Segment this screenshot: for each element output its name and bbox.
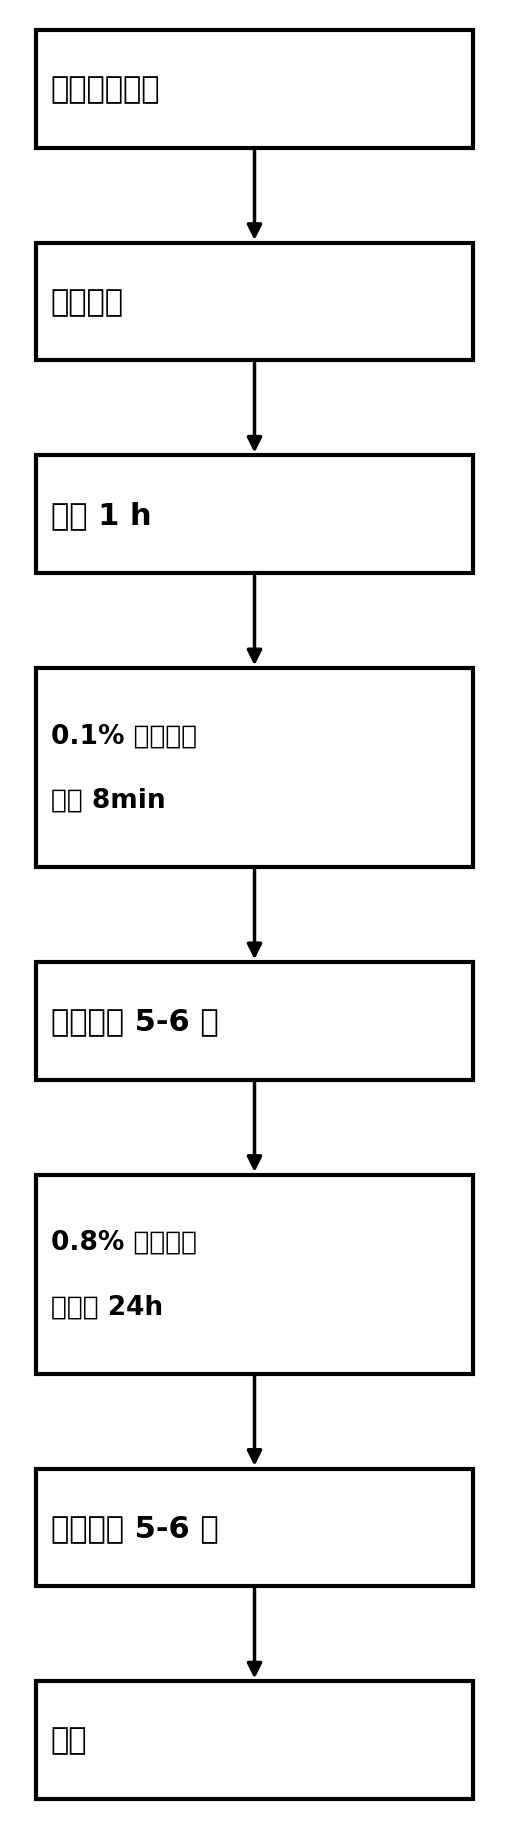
Bar	[36, 963, 473, 1080]
Bar	[36, 1469, 473, 1587]
Text: 清洗种子 5-6 次: 清洗种子 5-6 次	[51, 1007, 218, 1036]
Text: 0.1% 升汞溶液: 0.1% 升汞溶液	[51, 723, 197, 748]
Text: 浸种 8min: 浸种 8min	[51, 787, 165, 813]
Bar	[36, 668, 473, 867]
Bar	[36, 243, 473, 361]
Text: 清洗种子: 清洗种子	[51, 287, 124, 317]
Text: 液浸种 24h: 液浸种 24h	[51, 1294, 163, 1319]
Bar	[36, 456, 473, 575]
Text: 浸种 1 h: 浸种 1 h	[51, 500, 152, 529]
Bar	[36, 1175, 473, 1374]
Bar	[36, 1682, 473, 1799]
Text: 0.8% 异硫脲溶: 0.8% 异硫脲溶	[51, 1230, 197, 1255]
Text: 清洗种子 5-6 次: 清洗种子 5-6 次	[51, 1513, 218, 1543]
Bar	[36, 31, 473, 148]
Text: 播种: 播种	[51, 1726, 88, 1755]
Text: 杜梨种子采集: 杜梨种子采集	[51, 75, 160, 104]
